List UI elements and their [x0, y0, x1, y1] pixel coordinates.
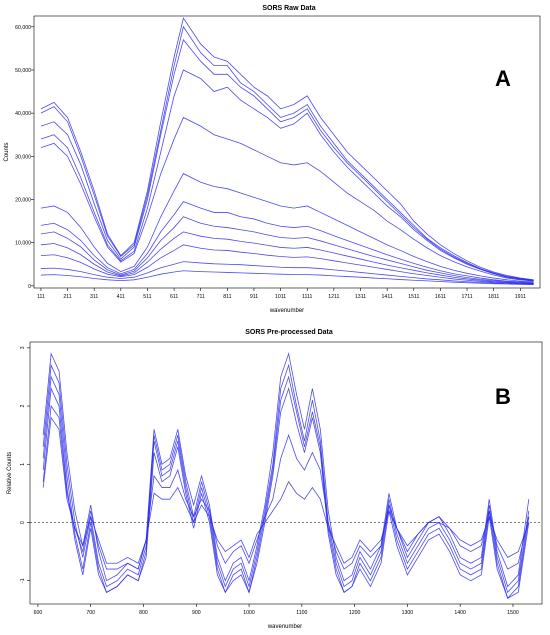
chart-a-series-line-8: [40, 216, 534, 284]
chart-b-series-line-6: [42, 416, 530, 564]
chart-a-x-tick-label: 1111: [302, 294, 312, 300]
chart-b-x-tick-label: 900: [192, 610, 201, 616]
chart-b-series-line-2: [42, 363, 530, 594]
chart-a-series-line-9: [40, 231, 534, 285]
chart-b-x-tick-label: 600: [34, 610, 43, 616]
chart-a: SORS Raw Data 111 211 311 411 511 611 711 811 91…: [4, 5, 541, 314]
chart-a-series-line-10: [40, 244, 534, 285]
chart-b-ticks: 600 700 800 900 1000 1100 1200 1300 1400 1500 -1 0 1…: [20, 346, 519, 616]
chart-a-y-tick-label: 0: [28, 284, 31, 290]
chart-b-series-line-5: [42, 404, 530, 570]
chart-a-title: SORS Raw Data: [262, 5, 315, 12]
chart-b-y-tick-label: 2: [20, 404, 26, 407]
chart-a-x-tick-label: 1311: [355, 294, 366, 300]
chart-a-xlabel: wavenumber: [269, 308, 304, 314]
chart-b-x-tick-label: 1400: [454, 610, 466, 616]
chart-b: SORS Pre-processed Data 600 700 800 900 1000…: [7, 329, 543, 630]
chart-a-x-tick-label: 1011: [275, 294, 286, 300]
chart-a-y-tick-label: 30,000: [15, 154, 31, 160]
chart-a-series-line-6: [40, 173, 534, 283]
chart-b-series-line-1: [42, 352, 530, 588]
chart-a-series-line-2: [40, 25, 534, 281]
chart-a-series-line-7: [40, 201, 534, 284]
chart-b-series-line-4: [42, 387, 530, 599]
chart-b-x-tick-label: 1100: [296, 610, 307, 616]
chart-a-y-tick-label: 20,000: [15, 197, 31, 203]
chart-b-plot-frame: [29, 341, 543, 605]
chart-a-series-line-11: [40, 261, 534, 285]
chart-b-panel-label: B: [495, 384, 511, 409]
chart-a-x-tick-label: 1411: [382, 294, 393, 300]
chart-b-x-tick-label: 800: [139, 610, 148, 616]
chart-a-series-group: [40, 17, 534, 285]
chart-a-y-tick-label: 40,000: [15, 111, 31, 117]
chart-b-y-tick-label: 0: [20, 521, 26, 524]
chart-b-ylabel: Relative Counts: [7, 452, 13, 494]
chart-b-y-tick-label: 1: [20, 463, 26, 466]
chart-a-x-tick-label: 1611: [435, 294, 446, 300]
chart-b-y-tick-label: -1: [20, 578, 26, 583]
chart-a-series-line-3: [40, 38, 534, 282]
chart-a-x-tick-label: 711: [197, 294, 205, 300]
chart-a-x-tick-label: 1711: [461, 294, 472, 300]
chart-b-x-tick-label: 1200: [349, 610, 361, 616]
chart-a-series-line-4: [40, 69, 534, 282]
chart-b-title: SORS Pre-processed Data: [245, 329, 333, 336]
chart-a-plot-frame: [33, 15, 541, 289]
chart-b-x-tick-label: 1300: [402, 610, 414, 616]
chart-a-series-line-1: [40, 17, 534, 281]
chart-a-x-tick-label: 611: [170, 294, 178, 300]
chart-a-x-tick-label: 311: [90, 294, 98, 300]
chart-b-xlabel: wavenumber: [267, 624, 302, 630]
chart-a-y-tick-label: 60,000: [15, 25, 31, 31]
chart-a-ticks: 111 211 311 411 511 611 711 811 911 1011 1111 1211 1…: [15, 25, 526, 300]
chart-a-ylabel: Counts: [4, 142, 10, 161]
chart-a-y-tick-label: 50,000: [15, 68, 31, 74]
chart-a-x-tick-label: 1211: [328, 294, 339, 300]
chart-a-x-tick-label: 1511: [408, 294, 419, 300]
chart-b-x-tick-label: 1000: [243, 610, 255, 616]
chart-b-series-group: [42, 352, 530, 599]
chart-a-y-tick-label: 10,000: [15, 241, 31, 247]
chart-a-x-tick-label: 111: [37, 294, 45, 300]
chart-a-x-tick-label: 811: [223, 294, 231, 300]
chart-a-series-line-12: [40, 270, 534, 285]
chart-b-y-tick-label: 3: [20, 346, 26, 349]
chart-b-x-tick-label: 1500: [507, 610, 519, 616]
chart-a-x-tick-label: 1911: [515, 294, 526, 300]
chart-a-series-line-5: [40, 116, 534, 282]
chart-a-x-tick-label: 511: [143, 294, 151, 300]
chart-a-x-tick-label: 1811: [488, 294, 499, 300]
chart-b-x-tick-label: 700: [86, 610, 95, 616]
chart-a-x-tick-label: 911: [250, 294, 258, 300]
chart-a-panel-label: A: [495, 66, 511, 91]
chart-a-x-tick-label: 411: [117, 294, 125, 300]
chart-a-x-tick-label: 211: [63, 294, 71, 300]
